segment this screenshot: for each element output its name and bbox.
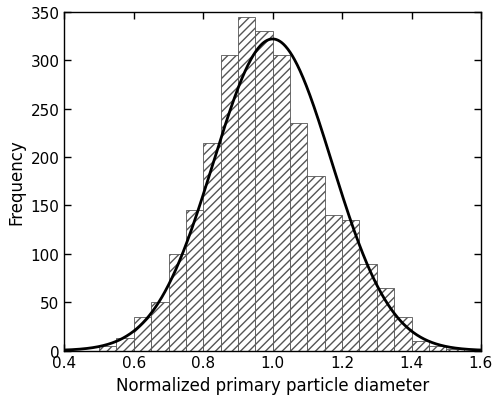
- Bar: [151, 302, 168, 351]
- Bar: [290, 124, 308, 351]
- Bar: [168, 254, 186, 351]
- Bar: [394, 317, 411, 351]
- Bar: [377, 288, 394, 351]
- Bar: [360, 264, 377, 351]
- Bar: [342, 221, 359, 351]
- Bar: [272, 57, 290, 351]
- Bar: [324, 216, 342, 351]
- Bar: [186, 211, 203, 351]
- Bar: [308, 177, 324, 351]
- X-axis label: Normalized primary particle diameter: Normalized primary particle diameter: [116, 376, 430, 394]
- Bar: [116, 338, 134, 351]
- Bar: [203, 143, 220, 351]
- Bar: [220, 57, 238, 351]
- Bar: [99, 346, 116, 351]
- Bar: [134, 317, 151, 351]
- Bar: [446, 349, 464, 351]
- Bar: [429, 346, 446, 351]
- Bar: [256, 32, 272, 351]
- Bar: [412, 341, 429, 351]
- Bar: [238, 18, 256, 351]
- Y-axis label: Frequency: Frequency: [7, 139, 25, 225]
